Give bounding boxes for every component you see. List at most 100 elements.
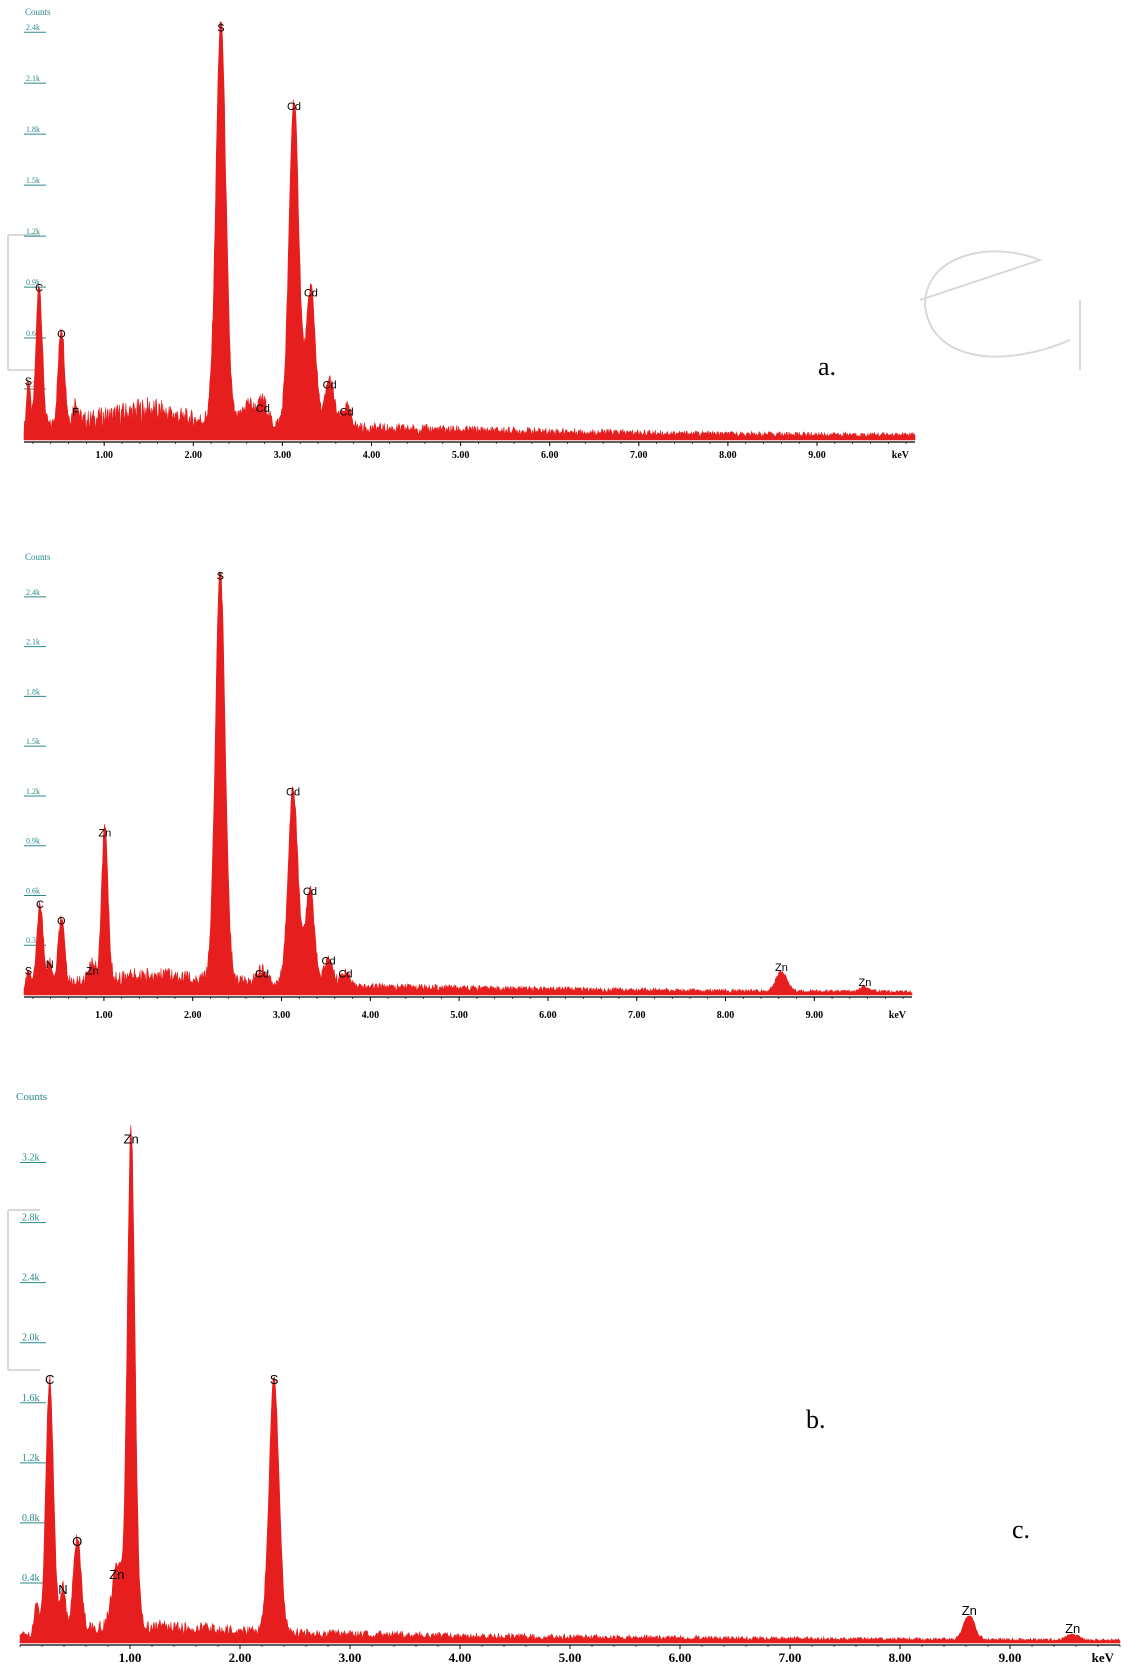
peak-label: Cd — [303, 886, 317, 898]
eds-spectrum-panel-a: Counts 0.3k 0.6k 0.9k 1.2k 1.5k 1.8k 2.1k 2.4k 1.… — [0, 0, 1138, 461]
y-tick-label: 2.1k — [26, 74, 40, 83]
x-tick-label: 4.00 — [362, 1010, 380, 1021]
y-tick-label: 2.4k — [26, 23, 40, 32]
y-tick-label: 2.4k — [22, 1273, 40, 1284]
x-ticks: 1.00 2.00 3.00 4.00 5.00 6.00 7.00 8.00 9.00 — [32, 997, 904, 1021]
eds-spectrum-panel-c: Counts 0.4k 0.8k 1.2k 1.6k 2.0k 2.4k 2.8k 3.2k 1.… — [0, 1080, 1138, 1667]
x-tick-label: 1.00 — [119, 1650, 142, 1665]
x-tick-label: 7.00 — [628, 1010, 646, 1021]
x-axis-unit: keV — [892, 450, 910, 461]
x-tick-label: 2.00 — [185, 450, 203, 461]
x-tick-label: 8.00 — [719, 450, 737, 461]
y-tick-label: 0.6k — [26, 329, 40, 338]
peak-labels: C N O Zn Zn S Zn Zn — [45, 1132, 1080, 1636]
peak-label: S — [217, 23, 224, 35]
peak-label: O — [57, 916, 66, 928]
spectrum-series — [23, 571, 913, 996]
peak-label: S — [25, 965, 32, 977]
y-tick-label: 0.6k — [26, 886, 40, 895]
x-tick-label: 1.00 — [95, 450, 113, 461]
y-axis-label: Counts — [16, 1091, 47, 1103]
peak-label: C — [45, 1372, 54, 1387]
y-ticks: 0.3k 0.6k 0.9k 1.2k 1.5k 1.8k 2.1k 2.4k — [24, 588, 46, 946]
peak-label: Zn — [124, 1132, 139, 1147]
peak-label: Zn — [109, 1567, 124, 1582]
y-axis-label: Counts — [25, 552, 51, 562]
y-tick-label: 1.8k — [26, 125, 40, 134]
spectrum-series — [19, 1124, 1121, 1644]
y-tick-label: 1.2k — [26, 227, 40, 236]
x-tick-label: 6.00 — [541, 450, 559, 461]
panel-label: a. — [818, 352, 836, 381]
peak-label: Zn — [859, 977, 872, 989]
peak-label: C — [36, 899, 44, 911]
peak-label: S — [217, 571, 224, 583]
peak-label: Cd — [322, 955, 336, 967]
watermark-logo — [7, 1209, 40, 1371]
peak-label: S — [25, 376, 32, 388]
peak-label: O — [57, 328, 66, 340]
peak-label: Zn — [86, 965, 99, 977]
y-tick-label: 1.5k — [26, 737, 40, 746]
eds-spectrum-chart-a: Counts 0.3k 0.6k 0.9k 1.2k 1.5k 1.8k 2.1k 2.4k 1.… — [7, 7, 1081, 461]
y-tick-label: 1.8k — [26, 687, 40, 696]
x-tick-label: 8.00 — [717, 1010, 735, 1021]
x-tick-label: 3.00 — [274, 450, 292, 461]
y-tick-label: 0.3k — [26, 936, 40, 945]
y-axis-label: Counts — [25, 7, 51, 17]
y-tick-label: 0.9k — [26, 837, 40, 846]
panel-label: b. — [806, 1405, 826, 1434]
peak-label: Cd — [340, 407, 354, 419]
y-tick-label: 1.2k — [22, 1453, 40, 1464]
peak-label: Cd — [304, 288, 318, 300]
x-tick-label: 6.00 — [669, 1650, 692, 1665]
x-tick-label: 7.00 — [779, 1650, 802, 1665]
y-tick-label: 1.2k — [26, 787, 40, 796]
x-axis-unit: keV — [1092, 1650, 1115, 1665]
spectrum-series — [23, 21, 916, 441]
peak-label: Zn — [962, 1603, 977, 1618]
peak-label: Cd — [255, 969, 269, 981]
peak-label: Cd — [256, 403, 270, 415]
peak-labels: S C O F S Cd Cd Cd Cd Cd — [25, 23, 354, 419]
y-tick-label: 0.9k — [26, 278, 40, 287]
y-tick-label: 0.8k — [22, 1513, 40, 1524]
peak-label: Zn — [1065, 1621, 1080, 1636]
y-tick-label: 2.1k — [26, 638, 40, 647]
peak-label: Zn — [775, 962, 788, 974]
eds-spectrum-chart-b: Counts 0.3k 0.6k 0.9k 1.2k 1.5k 1.8k 2.1k 2.4k 1.… — [23, 552, 913, 1434]
y-tick-label: 2.4k — [26, 588, 40, 597]
eds-spectrum-panel-b: Counts 0.3k 0.6k 0.9k 1.2k 1.5k 1.8k 2.1k 2.4k 1.… — [0, 540, 1138, 1434]
y-tick-label: 0.3k — [26, 380, 40, 389]
x-tick-label: 2.00 — [229, 1650, 252, 1665]
y-tick-label: 2.8k — [22, 1213, 40, 1224]
x-tick-label: 3.00 — [273, 1010, 291, 1021]
y-tick-label: 3.2k — [22, 1153, 40, 1164]
y-tick-label: 2.0k — [22, 1333, 40, 1344]
peak-label: Zn — [98, 828, 111, 840]
x-tick-label: 2.00 — [184, 1010, 202, 1021]
peak-label: Cd — [286, 786, 300, 798]
peak-label: F — [72, 407, 79, 419]
eds-spectrum-chart-c: Counts 0.4k 0.8k 1.2k 1.6k 2.0k 2.4k 2.8k 3.2k 1.… — [7, 1091, 1121, 1665]
x-tick-label: 4.00 — [449, 1650, 472, 1665]
x-tick-label: 8.00 — [889, 1650, 912, 1665]
y-ticks: 0.3k 0.6k 0.9k 1.2k 1.5k 1.8k 2.1k 2.4k — [24, 23, 46, 390]
x-tick-label: 9.00 — [999, 1650, 1022, 1665]
y-tick-label: 1.6k — [22, 1393, 40, 1404]
peak-label: O — [72, 1534, 82, 1549]
x-tick-label: 5.00 — [452, 450, 470, 461]
x-ticks: 1.00 2.00 3.00 4.00 5.00 6.00 7.00 8.00 9.00 — [32, 442, 907, 461]
x-tick-label: 4.00 — [363, 450, 381, 461]
x-tick-label: 5.00 — [559, 1650, 582, 1665]
y-ticks: 0.4k 0.8k 1.2k 1.6k 2.0k 2.4k 2.8k 3.2k — [20, 1153, 46, 1584]
x-tick-label: 9.00 — [806, 1010, 824, 1021]
peak-label: Cd — [323, 379, 337, 391]
panel-label: c. — [1012, 1515, 1030, 1544]
peak-label: S — [270, 1372, 279, 1387]
y-tick-label: 1.5k — [26, 176, 40, 185]
peak-label: N — [46, 959, 54, 971]
x-tick-label: 3.00 — [339, 1650, 362, 1665]
watermark-logo — [7, 234, 1081, 371]
